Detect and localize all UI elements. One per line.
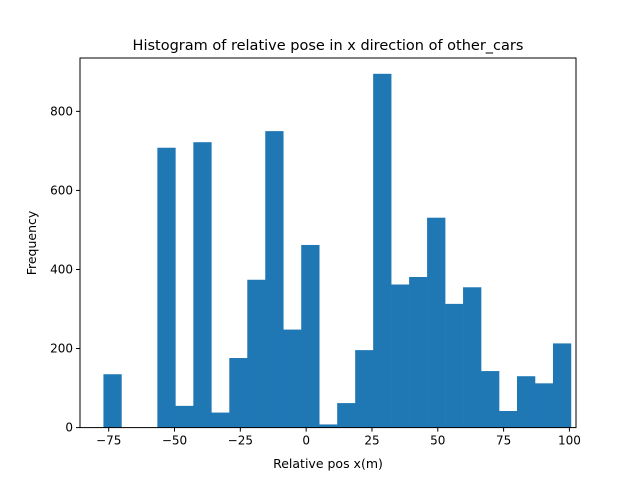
x-tick-label-7: 100 <box>558 434 581 448</box>
y-tick-label-4: 800 <box>50 104 73 118</box>
histogram-bar-14 <box>355 350 374 428</box>
plot-frame <box>79 57 577 429</box>
histogram-bar-21 <box>481 371 500 428</box>
x-tick-label-2: −25 <box>228 434 253 448</box>
histogram-bar-24 <box>534 383 554 428</box>
x-axis-ticks: −75 −50 −25 0 25 50 75 100 <box>96 427 581 448</box>
histogram-bar-10 <box>283 329 302 428</box>
histogram-bar-22 <box>499 411 518 428</box>
y-tick-label-3: 600 <box>50 183 73 197</box>
histogram-bar-3 <box>157 147 176 428</box>
x-tick-label-1: −50 <box>162 434 187 448</box>
x-tick-label-0: −75 <box>96 434 121 448</box>
histogram-bar-13 <box>337 403 356 428</box>
histogram-bar-5 <box>193 142 212 428</box>
histogram-bar-16 <box>391 284 410 428</box>
y-axis-ticks: 0 200 400 600 800 <box>50 104 80 435</box>
histogram-bar-9 <box>265 131 284 428</box>
bars-group <box>103 73 572 428</box>
x-tick-label-6: 75 <box>496 434 511 448</box>
chart-title: Histogram of relative pose in x directio… <box>133 38 524 54</box>
x-tick-label-5: 50 <box>430 434 445 448</box>
histogram-bar-8 <box>247 279 266 428</box>
y-axis-label: Frequency <box>24 210 39 275</box>
histogram-bar-15 <box>373 73 392 428</box>
x-tick-label-3: 0 <box>302 434 310 448</box>
histogram-bar-6 <box>211 412 230 428</box>
histogram-bar-12 <box>319 424 338 428</box>
histogram-bar-20 <box>463 287 482 428</box>
x-tick-label-4: 25 <box>364 434 379 448</box>
histogram-bar-19 <box>445 303 464 428</box>
histogram-bar-4 <box>175 405 194 428</box>
histogram-bar-17 <box>409 276 428 428</box>
x-axis-label: Relative pos x(m) <box>273 456 383 471</box>
histogram-bar-7 <box>229 358 248 428</box>
y-tick-label-2: 400 <box>50 262 73 276</box>
histogram-bar-18 <box>427 217 446 428</box>
histogram-bar-0 <box>103 374 122 428</box>
y-tick-label-0: 0 <box>65 421 73 435</box>
histogram-bar-11 <box>301 244 320 428</box>
y-tick-label-1: 200 <box>50 342 73 356</box>
histogram-bar-25 <box>552 343 572 428</box>
histogram-bar-23 <box>517 376 536 428</box>
